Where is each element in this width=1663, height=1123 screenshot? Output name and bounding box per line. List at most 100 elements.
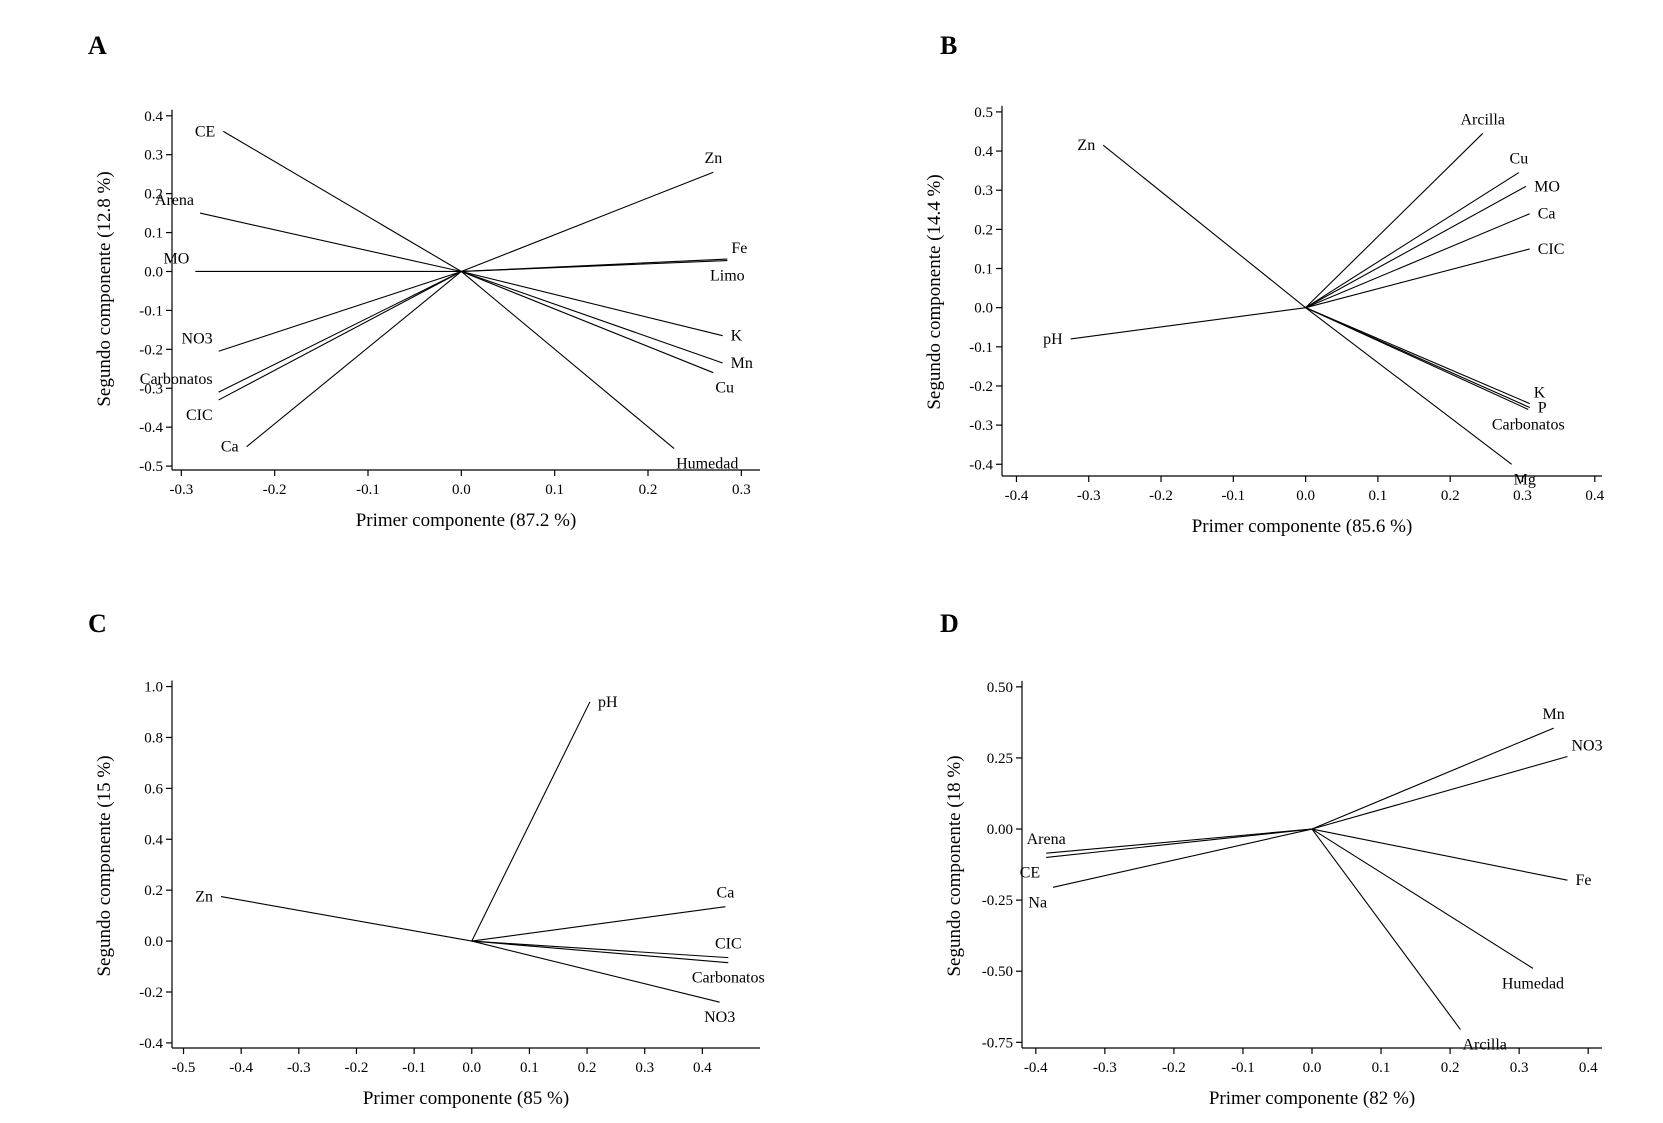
vector-label-no3: NO3 [704, 1009, 735, 1026]
x-tick-label: 0.3 [732, 482, 751, 498]
x-tick-label: 0.2 [1441, 1060, 1460, 1076]
y-tick-label: -0.2 [969, 379, 993, 395]
vector-label-cu: Cu [715, 380, 734, 397]
y-tick-label: 0.0 [144, 264, 163, 280]
x-tick-label: -0.4 [229, 1060, 253, 1076]
vector-label-cu: Cu [1510, 151, 1529, 168]
vector-label-ca: Ca [717, 885, 735, 902]
y-tick-label: -0.2 [139, 985, 163, 1001]
x-tick-label: -0.5 [172, 1060, 196, 1076]
y-tick-label: 0.3 [974, 183, 993, 199]
y-tick-label: 0.50 [987, 680, 1013, 696]
y-tick-label: -0.1 [969, 340, 993, 356]
vector-label-cic: CIC [715, 936, 742, 953]
y-tick-label: 0.1 [144, 226, 163, 242]
vector-label-ce: CE [1020, 864, 1040, 881]
x-tick-label: 0.1 [520, 1060, 539, 1076]
vector-na [1052, 828, 1313, 888]
vector-mn [1311, 727, 1554, 830]
x-tick-label: 0.2 [639, 482, 658, 498]
panel-letter-b: B [940, 31, 957, 60]
y-tick-label: -0.4 [139, 1036, 163, 1052]
vector-label-carbonatos: Carbonatos [140, 371, 213, 388]
vector-label-na: Na [1028, 894, 1047, 911]
vector-label-zn: Zn [1077, 137, 1095, 154]
x-tick-label: -0.2 [1149, 488, 1173, 504]
vector-label-ca: Ca [1538, 206, 1556, 223]
y-tick-label: 0.1 [974, 262, 993, 278]
vector-humedad [1311, 828, 1534, 969]
vector-ph [471, 701, 591, 942]
y-tick-label: -0.5 [139, 459, 163, 475]
x-tick-label: -0.2 [263, 482, 287, 498]
panel-letter-c: C [88, 609, 107, 638]
x-tick-label: -0.3 [169, 482, 193, 498]
vector-label-cic: CIC [1538, 241, 1565, 258]
x-tick-label: -0.1 [402, 1060, 426, 1076]
vector-carbonatos [1305, 307, 1529, 410]
x-tick-label: 0.4 [1585, 488, 1604, 504]
vector-cic [218, 270, 462, 401]
vector-k [461, 270, 723, 337]
y-axis-title: Segundo componente (14.4 %) [924, 174, 945, 409]
vector-cic [1305, 248, 1530, 309]
vector-label-mn: Mn [731, 355, 753, 372]
panel-a: A -0.3 -0.2 -0.1 0.0 0.1 0.2 0.3 0.4 0.3 0.2 0.1 0.0… [88, 31, 760, 531]
y-axis-title: Segundo componente (15 %) [94, 755, 115, 976]
x-tick-label: 0.0 [462, 1060, 481, 1076]
vector-carbonatos [471, 940, 729, 964]
vector-label-fe: Fe [731, 240, 747, 257]
vector-label-humedad: Humedad [1502, 975, 1564, 992]
vector-humedad [460, 271, 675, 450]
vector-label-cic: CIC [186, 407, 213, 424]
x-tick-label: 0.2 [578, 1060, 597, 1076]
y-tick-label: 0.2 [974, 222, 993, 238]
y-tick-label: -0.4 [139, 420, 163, 436]
x-tick-label: 0.0 [1296, 488, 1315, 504]
y-tick-label: 0.4 [144, 109, 163, 125]
vector-cu [461, 270, 714, 374]
vector-label-no3: NO3 [182, 330, 213, 347]
vector-label-ph: pH [598, 694, 618, 711]
x-axis-title: Primer componente (87.2 %) [356, 510, 577, 531]
x-tick-label: 0.0 [1303, 1060, 1322, 1076]
vector-mn [461, 270, 723, 364]
y-axis-title: Segundo componente (12.8 %) [94, 171, 115, 406]
x-tick-label: 0.4 [693, 1060, 712, 1076]
y-tick-label: -0.4 [969, 457, 993, 473]
x-tick-label: -0.1 [1231, 1060, 1255, 1076]
vector-arcilla [1305, 133, 1484, 309]
vector-label-humedad: Humedad [676, 456, 738, 473]
y-tick-label: 0.2 [144, 883, 163, 899]
y-tick-label: -0.25 [982, 893, 1013, 909]
x-tick-label: -0.1 [356, 482, 380, 498]
vector-arcilla [1311, 828, 1461, 1030]
x-tick-label: -0.4 [1005, 488, 1029, 504]
vector-no3 [471, 940, 720, 1003]
y-tick-label: -0.2 [139, 342, 163, 358]
x-tick-label: 0.1 [545, 482, 564, 498]
vector-zn [220, 896, 472, 942]
y-tick-label: 0.8 [144, 730, 163, 746]
vector-label-p: P [1538, 399, 1547, 416]
vector-fe [1311, 828, 1568, 881]
vector-label-arena: Arena [1027, 831, 1066, 848]
y-tick-label: -0.50 [982, 964, 1013, 980]
x-tick-label: 0.3 [1513, 488, 1532, 504]
y-axis-title: Segundo componente (18 %) [944, 755, 965, 976]
y-tick-label: 0.0 [144, 934, 163, 950]
x-tick-label: -0.4 [1024, 1060, 1048, 1076]
vector-label-mo: MO [1534, 178, 1560, 195]
x-tick-label: 0.3 [635, 1060, 654, 1076]
vector-arena [199, 212, 462, 273]
vector-label-arcilla: Arcilla [1462, 1037, 1506, 1054]
x-axis-title: Primer componente (85 %) [363, 1088, 569, 1109]
vector-no3 [1311, 755, 1568, 830]
panel-d: D -0.4 -0.3 -0.2 -0.1 0.0 0.1 0.2 0.3 0.4 0.50 0.25… [940, 609, 1603, 1109]
vector-ca [246, 271, 462, 448]
x-tick-label: -0.1 [1221, 488, 1245, 504]
vector-label-limo: Limo [710, 268, 745, 285]
vector-ca [471, 906, 726, 942]
y-tick-label: 0.4 [144, 832, 163, 848]
